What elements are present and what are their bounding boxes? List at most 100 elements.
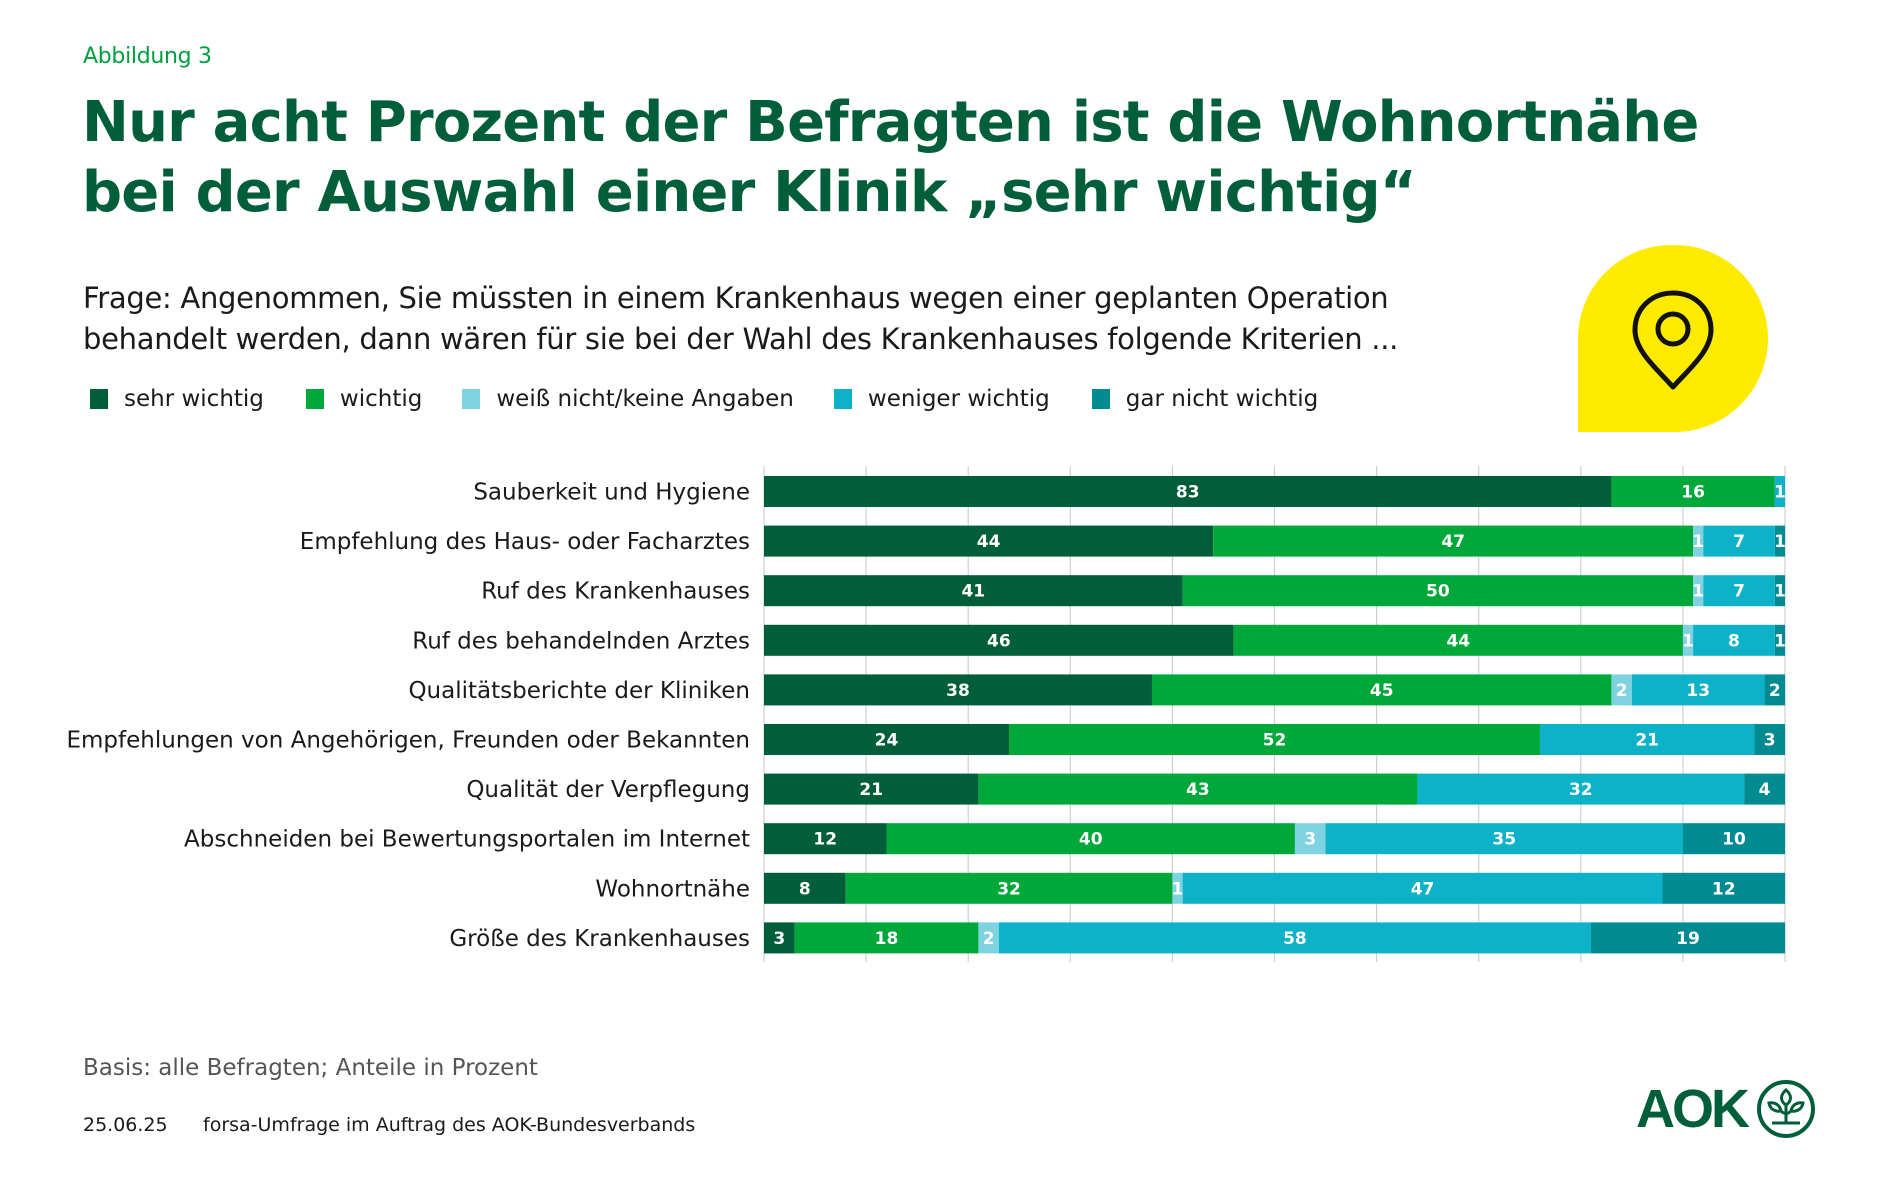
category-label: Ruf des behandelnden Arztes: [412, 628, 750, 654]
legend-item: weiß nicht/keine Angaben: [462, 386, 794, 412]
chart-title-line-2: bei der Auswahl einer Klinik „sehr wicht…: [82, 160, 1417, 225]
data-label: 18: [875, 929, 899, 949]
bar-segment: [1151, 674, 1612, 706]
bar-segment: [1703, 525, 1775, 557]
legend-label: sehr wichtig: [124, 386, 264, 412]
legend-swatch: [305, 389, 324, 409]
map-pin-icon: [1632, 290, 1714, 390]
data-label: 44: [977, 532, 1001, 552]
bar-segment: [1182, 575, 1694, 607]
data-label: 1: [1172, 879, 1184, 899]
data-label: 1: [1692, 532, 1704, 552]
legend-swatch: [90, 389, 108, 409]
data-label: 19: [1676, 929, 1700, 949]
data-label: 10: [1722, 830, 1746, 850]
bar-segment: [1325, 823, 1683, 855]
bar-segment: [1539, 724, 1755, 755]
chart-row: Qualität der Verpflegung 21 43 32 4: [466, 773, 1785, 805]
bar-segment: [1182, 872, 1663, 904]
bar-segment: [978, 922, 999, 954]
bar-segment: [794, 922, 979, 954]
data-label: 1: [1692, 582, 1704, 602]
legend-label: wichtig: [339, 386, 423, 412]
bar-segment: [1774, 624, 1785, 656]
category-label: Ruf des Krankenhauses: [481, 579, 750, 605]
source-note: forsa-Umfrage im Auftrag des AOK-Bundesv…: [203, 1114, 696, 1136]
bar-segment: [764, 476, 1612, 507]
data-label: 12: [1712, 879, 1736, 899]
bar-segment: [1774, 525, 1785, 557]
category-label: Abschneiden bei Bewertungsportalen im In…: [184, 827, 750, 853]
data-label: 40: [1079, 830, 1103, 850]
basis-note: Basis: alle Befragten; Anteile in Prozen…: [83, 1055, 538, 1081]
bar-segment: [1693, 624, 1775, 656]
category-label: Empfehlung des Haus- oder Facharztes: [300, 529, 750, 555]
data-label: 16: [1681, 483, 1705, 503]
survey-question-line-2: behandelt werden, dann wären für sie bei…: [83, 322, 1399, 356]
data-label: 41: [961, 582, 985, 602]
survey-question-line-1: Frage: Angenommen, Sie müssten in einem …: [83, 281, 1389, 315]
data-label: 7: [1733, 582, 1745, 602]
data-label: 2: [1616, 681, 1628, 701]
bar-segment: [1611, 674, 1632, 706]
bar-segment: [764, 575, 1183, 607]
data-label: 8: [1728, 631, 1740, 651]
category-label: Qualitätsberichte der Kliniken: [408, 678, 750, 704]
data-label: 1: [1774, 582, 1786, 602]
bar-segment: [764, 922, 795, 954]
data-label: 3: [773, 929, 785, 949]
chart-title: Nur acht Prozent der Befragten ist die W…: [82, 88, 1699, 228]
bar-segment: [1172, 872, 1183, 904]
data-label: 8: [799, 879, 811, 899]
data-label: 3: [1764, 731, 1776, 751]
data-label: 4: [1759, 780, 1771, 800]
bar-segment: [1611, 476, 1775, 507]
chart-row: Größe des Krankenhauses 3 18 2 58 19: [449, 922, 1785, 954]
legend-label: gar nicht wichtig: [1125, 386, 1319, 412]
chart-row: Ruf des Krankenhauses 41 50 1 7 1: [481, 575, 1786, 607]
data-label: 7: [1733, 532, 1745, 552]
data-label: 1: [1774, 631, 1786, 651]
legend-swatch: [1091, 389, 1110, 409]
data-label: 1: [1774, 532, 1786, 552]
aok-logo-text: AOK: [1636, 1079, 1750, 1139]
chart-legend: sehr wichtig wichtig weiß nicht/keine Anga…: [90, 384, 1318, 414]
data-label: 44: [1446, 631, 1470, 651]
legend-label: weniger wichtig: [867, 386, 1050, 412]
chart-row: Qualitätsberichte der Kliniken 38 45 2 13 2: [408, 674, 1785, 706]
data-label: 47: [1441, 532, 1465, 552]
bar-segment: [1294, 823, 1326, 855]
bar-segment: [1774, 575, 1785, 607]
category-label: Qualität der Verpflegung: [466, 777, 750, 803]
legend-swatch: [833, 389, 852, 409]
data-label: 83: [1176, 483, 1200, 503]
legend-swatch: [462, 389, 481, 409]
bar-segment: [1754, 724, 1785, 755]
data-label: 50: [1426, 582, 1450, 602]
bar-segment: [1744, 773, 1785, 805]
bar-segment: [1417, 773, 1745, 805]
data-label: 21: [1635, 731, 1659, 751]
data-label: 38: [946, 681, 970, 701]
aok-tree-emblem-icon: [1757, 1080, 1815, 1138]
data-label: 47: [1411, 879, 1435, 899]
chart-row: Wohnortnähe 8 32 1 47 12: [595, 872, 1785, 904]
data-label: 32: [1569, 780, 1593, 800]
bar-segment: [1774, 476, 1785, 507]
figure-label: Abbildung 3: [83, 44, 212, 69]
data-label: 24: [875, 731, 899, 751]
bar-segment: [978, 773, 1418, 805]
bar-segment: [998, 922, 1592, 954]
bar-segment: [1682, 624, 1694, 656]
category-label: Größe des Krankenhauses: [449, 926, 750, 952]
bar-segment: [764, 773, 979, 805]
survey-question: Frage: Angenommen, Sie müssten in einem …: [83, 278, 1398, 360]
data-label: 46: [987, 631, 1011, 651]
bar-segment: [1233, 624, 1683, 656]
data-label: 35: [1492, 830, 1516, 850]
bar-segment: [764, 674, 1152, 706]
category-label: Wohnortnähe: [595, 876, 750, 902]
data-label: 58: [1283, 929, 1307, 949]
bar-segment: [1213, 525, 1694, 557]
